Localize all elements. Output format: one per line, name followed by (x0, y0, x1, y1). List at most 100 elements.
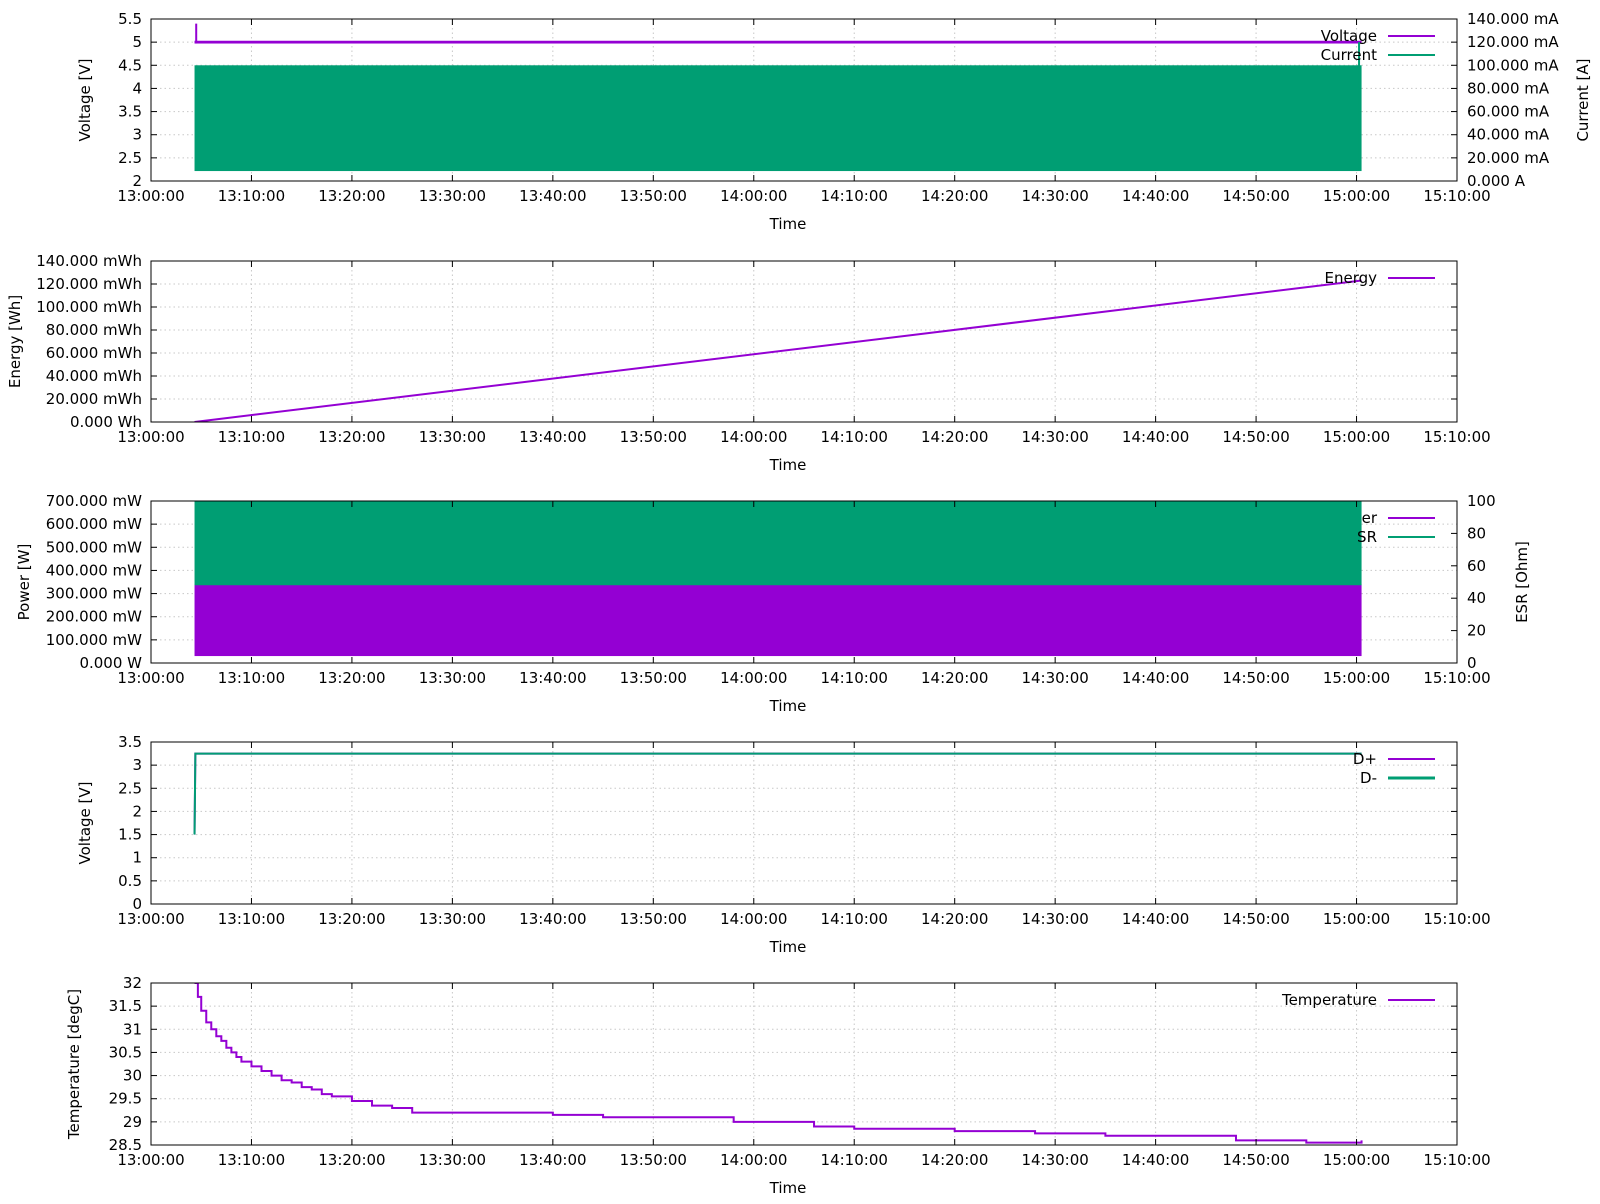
y-tick-label: 140.000 mWh (36, 252, 142, 270)
y-tick-label: 28.5 (109, 1136, 142, 1154)
y-tick-label: 80.000 mWh (46, 321, 142, 339)
y-tick-label: 29 (123, 1113, 142, 1131)
panel-3: 13:00:00 13:10:00 13:20:00 13:30:00 13:40:00… (15, 492, 1531, 715)
y-tick-label: 3 (132, 126, 142, 144)
x-tick-label: 15:00:00 (1323, 428, 1390, 446)
y-axis-label: Temperature [degC] (65, 989, 83, 1140)
legend-label: D+ (1353, 750, 1377, 768)
y-tick-label: 0.000 W (79, 654, 142, 672)
y-tick-label: 40.000 mWh (46, 367, 142, 385)
y-tick-label: 100.000 mWh (36, 298, 142, 316)
y2-axis: 0.000 A 20.000 mA 40.000 mA 60.000 mA 80.000… (1451, 10, 1559, 190)
y-tick-label: 29.5 (109, 1090, 142, 1108)
y-axis: 0 0.5 1 1.5 2 2.5 3 3.5 (118, 733, 1457, 913)
plot-frame (150, 741, 1458, 905)
y-axis-label: Energy [Wh] (6, 295, 24, 388)
legend-label: Voltage (1321, 27, 1377, 45)
y2-tick-label: 60 (1467, 557, 1486, 575)
legend: D+D- (1353, 750, 1435, 787)
plot-area (194, 501, 1362, 657)
series-voltage (194, 40, 1362, 44)
x-tick-label: 15:00:00 (1323, 1151, 1390, 1169)
x-tick-label: 13:10:00 (218, 187, 285, 205)
series-energy (194, 279, 1362, 422)
x-tick-label: 13:20:00 (318, 669, 385, 687)
y-tick-label: 31 (123, 1020, 142, 1038)
x-tick-label: 14:40:00 (1122, 669, 1189, 687)
series-power (194, 584, 1362, 657)
x-tick-label: 15:00:00 (1323, 669, 1390, 687)
x-tick-label: 14:10:00 (821, 428, 888, 446)
legend: Temperature (1281, 991, 1435, 1009)
x-axis-label: Time (769, 1179, 807, 1197)
x-tick-label: 14:30:00 (1021, 428, 1088, 446)
x-tick-label: 14:50:00 (1222, 428, 1289, 446)
x-tick-label: 14:00:00 (720, 669, 787, 687)
panel-5: 13:00:00 13:10:00 13:20:00 13:30:00 13:40:00… (65, 974, 1491, 1197)
y-tick-label: 5 (132, 33, 142, 51)
y-tick-label: 400.000 mW (46, 561, 142, 579)
panel-4: 13:00:00 13:10:00 13:20:00 13:30:00 13:40:00… (76, 733, 1491, 956)
x-tick-label: 14:30:00 (1021, 910, 1088, 928)
x-tick-label: 15:10:00 (1423, 428, 1490, 446)
y2-tick-label: 0 (1467, 654, 1477, 672)
plot-area (194, 23, 1362, 172)
y-axis: 28.5 29 29.5 30 30.5 31 31.5 32 (109, 974, 1457, 1154)
y2-tick-label: 100.000 mA (1467, 56, 1559, 74)
x-tick-label: 14:50:00 (1222, 187, 1289, 205)
y-axis-label: Power [W] (15, 544, 33, 621)
y-tick-label: 4.5 (118, 56, 142, 74)
x-axis: 13:00:00 13:10:00 13:20:00 13:30:00 13:40:00… (117, 742, 1491, 928)
y-axis-label: Voltage [V] (76, 782, 94, 865)
y-tick-label: 100.000 mW (46, 631, 142, 649)
x-tick-label: 14:20:00 (921, 1151, 988, 1169)
plot-area (194, 983, 1363, 1144)
x-axis: 13:00:00 13:10:00 13:20:00 13:30:00 13:40:00… (117, 501, 1491, 687)
x-tick-label: 13:30:00 (419, 428, 486, 446)
x-tick-label: 15:10:00 (1423, 910, 1490, 928)
y-tick-label: 0.5 (118, 872, 142, 890)
x-tick-label: 14:10:00 (821, 187, 888, 205)
y2-tick-label: 0.000 A (1467, 172, 1526, 190)
x-tick-label: 13:20:00 (318, 187, 385, 205)
y-tick-label: 20.000 mWh (46, 390, 142, 408)
x-tick-label: 15:10:00 (1423, 669, 1490, 687)
x-tick-label: 14:00:00 (720, 1151, 787, 1169)
y-tick-label: 3.5 (118, 103, 142, 121)
x-tick-label: 13:50:00 (620, 428, 687, 446)
y2-tick-label: 120.000 mA (1467, 33, 1559, 51)
y-tick-label: 5.5 (118, 10, 142, 28)
x-tick-label: 14:40:00 (1122, 1151, 1189, 1169)
x-tick-label: 13:20:00 (318, 428, 385, 446)
x-tick-label: 14:30:00 (1021, 669, 1088, 687)
grid (150, 741, 1458, 905)
y-axis: 0.000 Wh 20.000 mWh 40.000 mWh 60.000 mWh 80… (36, 252, 1457, 431)
x-tick-label: 13:30:00 (419, 910, 486, 928)
x-tick-label: 13:30:00 (419, 187, 486, 205)
x-axis: 13:00:00 13:10:00 13:20:00 13:30:00 13:40:00… (117, 261, 1491, 446)
y2-tick-label: 20.000 mA (1467, 149, 1550, 167)
y-tick-label: 1.5 (118, 826, 142, 844)
y-tick-label: 30.5 (109, 1043, 142, 1061)
x-tick-label: 14:40:00 (1122, 910, 1189, 928)
x-tick-label: 13:20:00 (318, 910, 385, 928)
y-tick-label: 600.000 mW (46, 515, 142, 533)
series-temperature (194, 983, 1363, 1144)
legend-label: Temperature (1281, 991, 1377, 1009)
y2-axis: 0 20 40 60 80 100 (1451, 492, 1496, 672)
x-axis: 13:00:00 13:10:00 13:20:00 13:30:00 13:40:00… (117, 19, 1491, 205)
x-tick-label: 13:50:00 (620, 910, 687, 928)
legend-label: SR (1357, 528, 1377, 546)
legend-label: er (1362, 509, 1378, 527)
x-tick-label: 13:30:00 (419, 669, 486, 687)
x-tick-label: 13:50:00 (620, 669, 687, 687)
y-tick-label: 2 (132, 802, 142, 820)
series-current (194, 65, 1362, 172)
x-tick-label: 14:20:00 (921, 910, 988, 928)
x-tick-label: 13:40:00 (519, 669, 586, 687)
x-tick-label: 14:10:00 (821, 669, 888, 687)
x-tick-label: 13:20:00 (318, 1151, 385, 1169)
